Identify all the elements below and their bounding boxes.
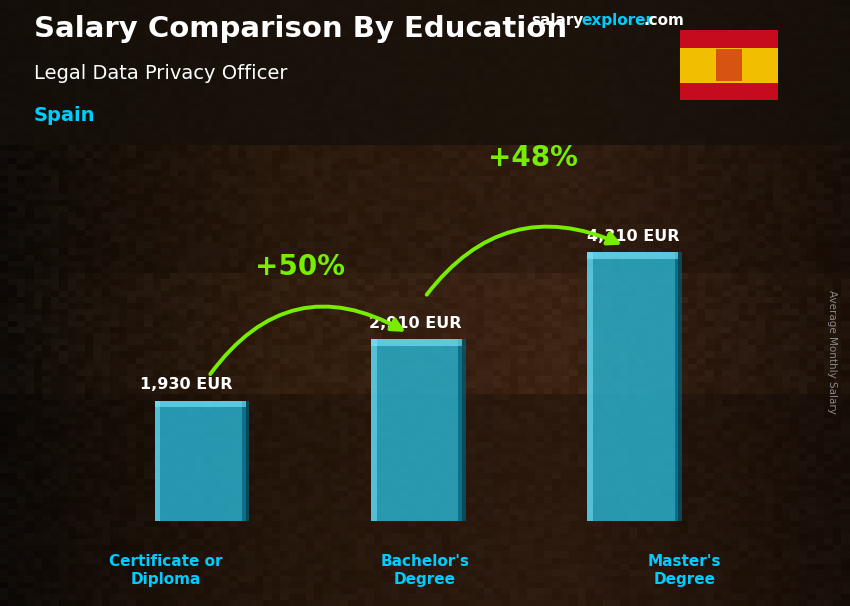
Bar bbox=[587, 252, 678, 259]
Text: Bachelor's
Degree: Bachelor's Degree bbox=[381, 554, 469, 587]
Text: Spain: Spain bbox=[34, 106, 95, 125]
Text: Certificate or
Diploma: Certificate or Diploma bbox=[109, 554, 223, 587]
Bar bbox=[155, 401, 160, 521]
Text: explorer: explorer bbox=[581, 13, 654, 28]
Text: Salary Comparison By Education: Salary Comparison By Education bbox=[34, 15, 567, 43]
Bar bbox=[675, 252, 682, 521]
Bar bbox=[0, 0, 850, 145]
Bar bbox=[155, 401, 246, 407]
Bar bbox=[242, 401, 249, 521]
Bar bbox=[0, 0, 850, 273]
Bar bbox=[371, 339, 462, 521]
Text: 4,310 EUR: 4,310 EUR bbox=[587, 228, 680, 244]
Bar bbox=[587, 252, 593, 521]
Bar bbox=[680, 48, 778, 82]
Text: 2,910 EUR: 2,910 EUR bbox=[369, 316, 462, 331]
Text: Legal Data Privacy Officer: Legal Data Privacy Officer bbox=[34, 64, 287, 82]
Bar bbox=[716, 50, 742, 81]
Bar bbox=[458, 339, 466, 521]
Bar bbox=[155, 401, 246, 521]
Bar bbox=[587, 252, 678, 521]
Text: +50%: +50% bbox=[255, 253, 345, 281]
Text: Master's
Degree: Master's Degree bbox=[648, 554, 721, 587]
Bar bbox=[0, 394, 850, 606]
Text: .com: .com bbox=[643, 13, 684, 28]
Text: Average Monthly Salary: Average Monthly Salary bbox=[827, 290, 837, 413]
Bar bbox=[371, 339, 462, 346]
Text: salary: salary bbox=[531, 13, 584, 28]
Text: 1,930 EUR: 1,930 EUR bbox=[139, 378, 232, 393]
Text: +48%: +48% bbox=[488, 144, 578, 172]
Bar bbox=[371, 339, 377, 521]
